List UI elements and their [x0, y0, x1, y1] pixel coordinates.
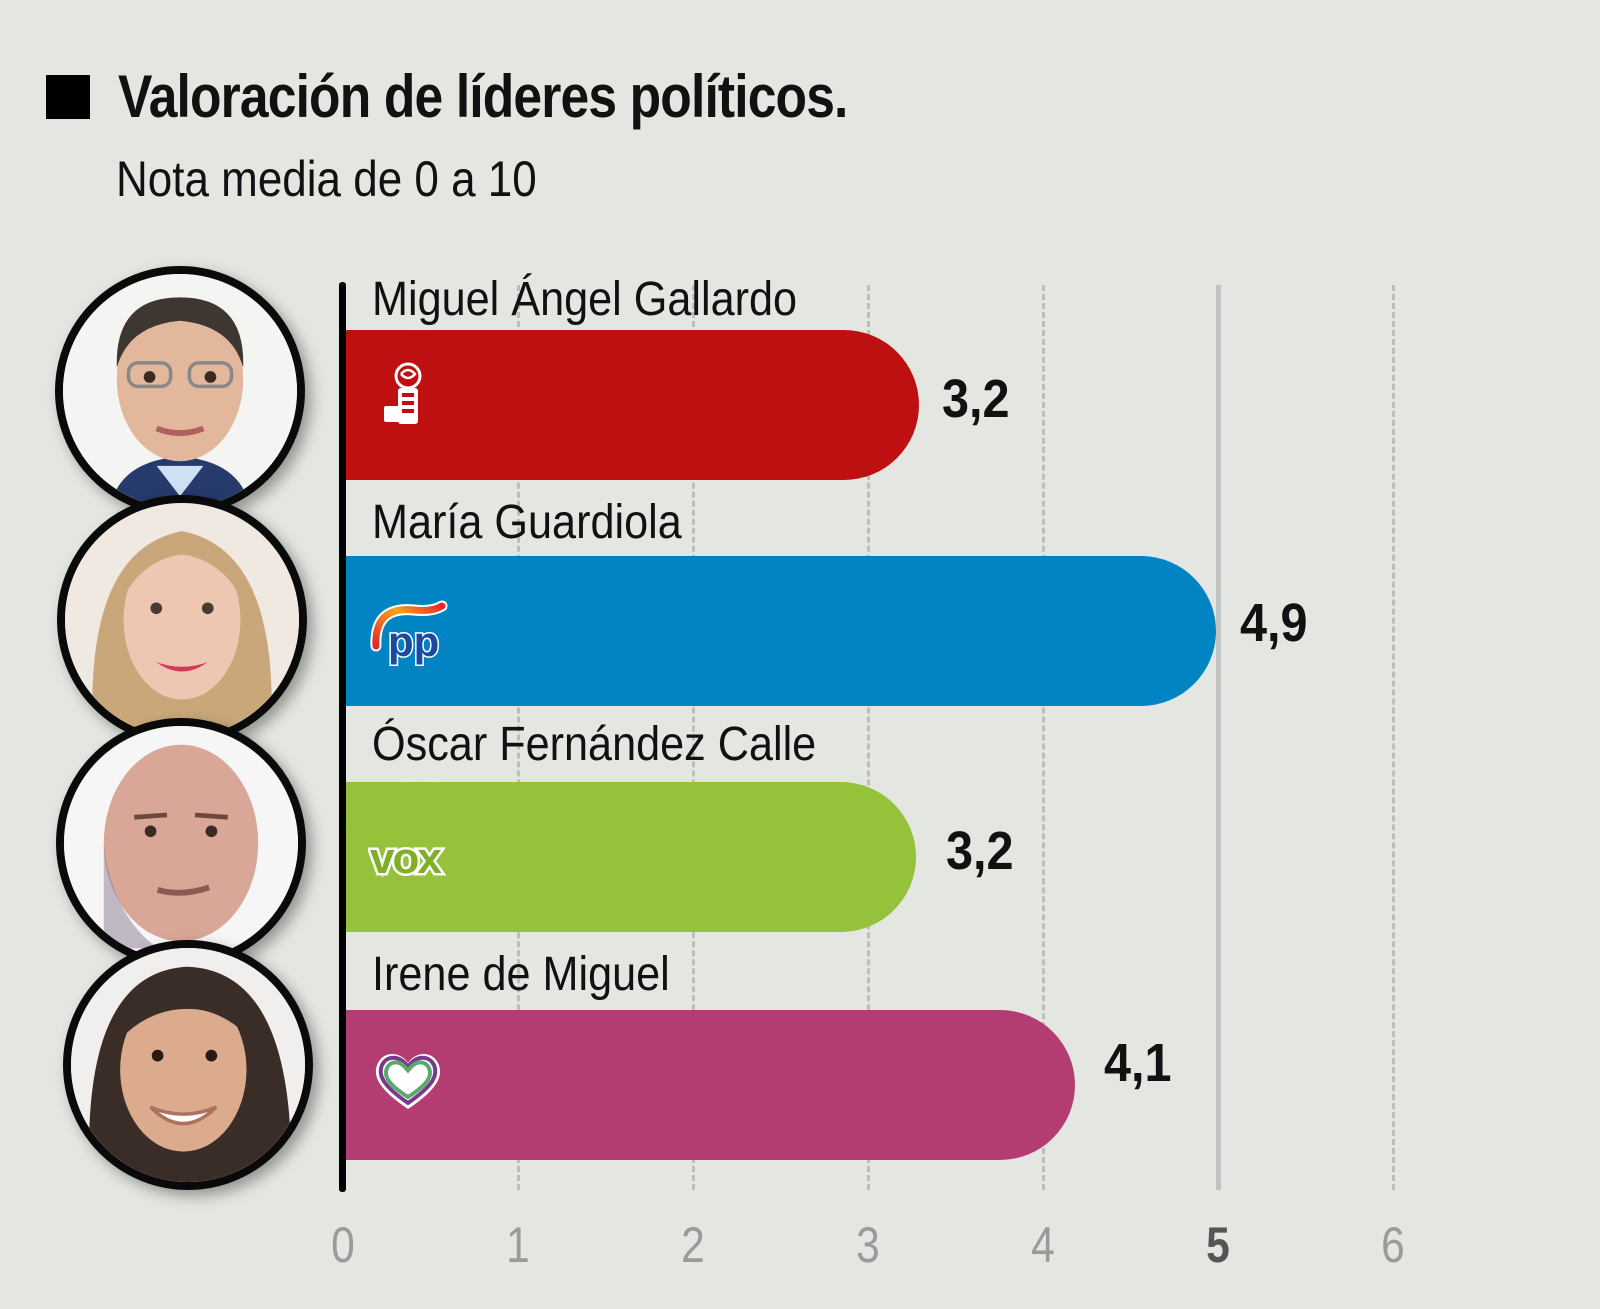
- x-tick-label: 4: [1031, 1217, 1055, 1273]
- leader-name: María Guardiola: [372, 496, 682, 549]
- portrait-fernandez-calle: [56, 718, 306, 968]
- vox-logo-icon: vox: [368, 832, 447, 886]
- woman-dark-hair-portrait-icon: [71, 948, 305, 1182]
- podemos-heart-icon: [375, 1054, 441, 1109]
- bar-gallardo: [343, 330, 919, 480]
- chart-title: Valoración de líderes políticos.: [118, 63, 848, 130]
- x-tick-label: 2: [681, 1217, 705, 1273]
- gridline-5: [1216, 285, 1221, 1190]
- y-axis-line: [339, 282, 346, 1192]
- leader-name: Miguel Ángel Gallardo: [372, 273, 798, 326]
- bald-man-portrait-icon: [64, 726, 298, 960]
- portrait-gallardo: [55, 266, 305, 516]
- gridline-1: [517, 285, 520, 1190]
- value-label: 3,2: [946, 821, 1014, 881]
- psoe-rose-fist-icon: [384, 362, 422, 424]
- x-tick-label: 5: [1206, 1217, 1230, 1273]
- title-square-marker: [46, 74, 90, 119]
- bar-de-miguel: [343, 1010, 1075, 1160]
- gridline-2: [692, 285, 695, 1190]
- value-label: 4,1: [1104, 1033, 1172, 1093]
- man-glasses-portrait-icon: [63, 274, 297, 508]
- chart-title-row: Valoración de líderes políticos.: [46, 62, 966, 131]
- leader-name: Óscar Fernández Calle: [372, 718, 817, 771]
- pp-logo-icon: pp: [370, 600, 448, 667]
- x-tick-label: 0: [331, 1217, 355, 1273]
- gridline-4: [1042, 285, 1045, 1190]
- x-tick-label: 1: [506, 1217, 530, 1273]
- svg-text:vox: vox: [370, 834, 442, 883]
- leader-name: Irene de Miguel: [372, 948, 670, 1001]
- gridline-3: [867, 285, 870, 1190]
- x-tick-label: 6: [1381, 1217, 1405, 1273]
- bar-fernandez-calle: [343, 782, 916, 932]
- x-tick-label: 3: [856, 1217, 880, 1273]
- portrait-de-miguel: [63, 940, 313, 1190]
- value-label: 4,9: [1240, 593, 1308, 653]
- chart-subtitle: Nota media de 0 a 10: [116, 151, 537, 207]
- woman-blonde-portrait-icon: [65, 503, 299, 737]
- gridline-6: [1392, 285, 1395, 1190]
- bar-guardiola: [343, 556, 1216, 706]
- portrait-guardiola: [57, 495, 307, 745]
- value-label: 3,2: [942, 369, 1010, 429]
- svg-text:pp: pp: [388, 618, 439, 665]
